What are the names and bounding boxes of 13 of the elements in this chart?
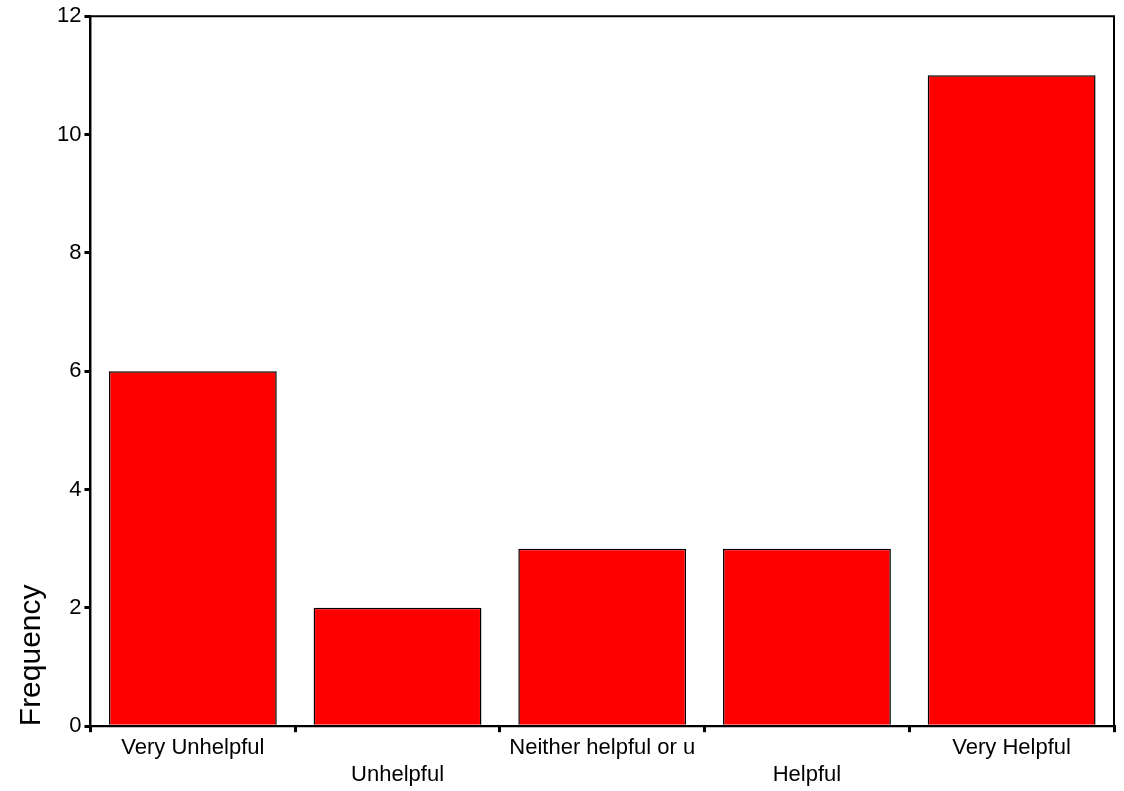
y-tick-label: 8 (69, 238, 82, 264)
y-axis-title: Frequency (13, 584, 47, 727)
x-tick-label: Neither helpful or u (509, 734, 696, 760)
y-tick-label: 6 (69, 357, 82, 383)
y-tick-label: 4 (69, 475, 82, 501)
x-tick-label: Unhelpful (351, 760, 445, 786)
x-tick-label: Very Unhelpful (121, 734, 265, 760)
y-tick-label: 2 (69, 593, 82, 619)
y-tick-label: 12 (56, 2, 82, 28)
x-tick-label: Very Helpful (952, 734, 1071, 760)
y-tick-label: 0 (69, 712, 82, 738)
y-tick-label: 10 (56, 120, 82, 146)
x-tick-label: Helpful (772, 760, 842, 786)
